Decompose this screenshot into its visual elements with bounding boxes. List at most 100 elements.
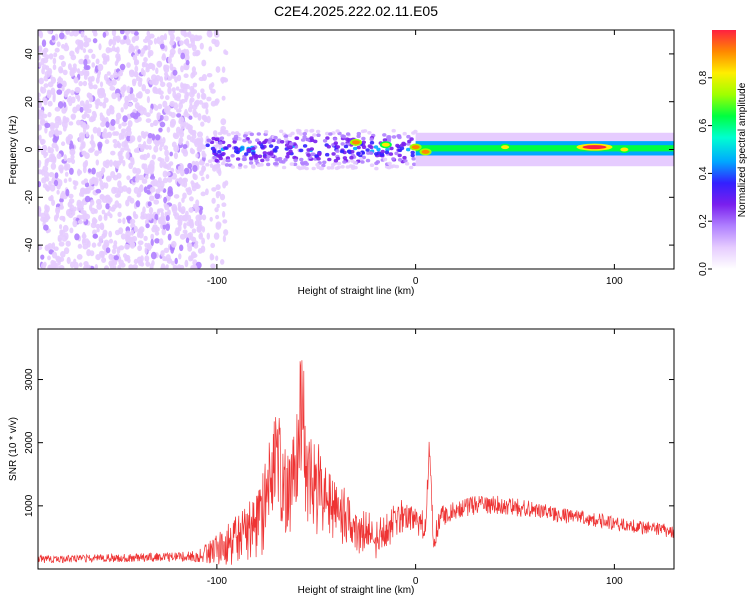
spectrogram-cell <box>77 168 81 177</box>
spectrogram-cell <box>191 185 197 192</box>
spectrogram-cell <box>55 129 59 137</box>
spectrogram-cell <box>65 188 70 197</box>
spectrogram-cell <box>127 120 133 128</box>
spectrogram-cell <box>83 178 89 184</box>
spectrogram-cell <box>183 223 187 229</box>
spectrogram-cell <box>108 253 114 260</box>
spectrogram-cell <box>177 214 184 222</box>
spectrogram-cell <box>135 76 141 82</box>
spectrogram-cell <box>159 158 165 163</box>
spectrogram-cell <box>160 43 165 50</box>
spectrogram-cell <box>68 193 74 199</box>
spectrogram-cell <box>81 114 87 120</box>
spectrogram-cell <box>411 157 416 161</box>
snr-background <box>38 329 674 569</box>
spectrogram-cell <box>215 164 221 168</box>
spectrogram-cell <box>188 115 193 120</box>
spectrogram-cell <box>176 92 182 99</box>
spectrogram-cell <box>51 35 56 41</box>
spectrogram-cell <box>46 91 52 99</box>
spectrogram-cell <box>190 264 197 269</box>
spectrogram-cell <box>170 33 175 41</box>
spectrogram-cell <box>126 175 131 181</box>
spectrogram-cell <box>111 92 117 100</box>
spectrogram-cell <box>394 151 399 156</box>
spectrogram-cell <box>44 161 49 167</box>
spectrogram-cell <box>129 135 136 143</box>
spectrogram-cell <box>41 145 47 152</box>
spectrogram-cell <box>213 232 220 240</box>
spectrogram-cell <box>222 210 226 218</box>
spectrogram-cell <box>104 139 110 145</box>
spectrogram-cell <box>72 220 78 228</box>
spectrogram-cell <box>211 136 216 141</box>
spectrogram-cell <box>315 129 321 134</box>
spectrogram-cell <box>133 225 138 233</box>
spectrogram-cell <box>61 60 66 68</box>
spectrogram-cell <box>216 203 220 209</box>
spectrogram-cell <box>149 159 155 167</box>
spectrogram-cell <box>79 106 84 113</box>
spectrogram-cell <box>235 157 241 161</box>
spectrogram-cell <box>268 144 274 148</box>
spectrogram-cell <box>143 57 148 63</box>
spectrogram-cell <box>322 160 327 165</box>
spectrogram-cell <box>160 250 165 257</box>
spectrogram-cell <box>395 143 400 148</box>
spectrogram-cell <box>200 121 205 127</box>
spectrogram-cell <box>163 247 170 253</box>
spectrogram-cell <box>155 134 161 141</box>
spectrogram-cell <box>274 158 279 162</box>
spectrogram-cell <box>356 134 361 139</box>
spectrogram-cell <box>142 70 146 77</box>
spectrogram-cell <box>55 255 61 261</box>
spectrogram-cell <box>180 208 186 215</box>
spectrogram-cell <box>96 171 100 178</box>
spectrogram-cell <box>69 50 75 57</box>
spectrogram-cell <box>132 167 138 174</box>
spectrogram-cell <box>38 109 42 117</box>
spectrogram-cell <box>61 85 65 92</box>
spectrogram-cell <box>52 57 57 65</box>
spectrogram-cell <box>350 166 356 170</box>
spectrogram-cell <box>51 142 58 149</box>
spectrogram-cell <box>402 131 407 136</box>
spectrogram-cell <box>99 112 104 118</box>
spectrogram-cell <box>89 178 94 186</box>
spectrogram-cell <box>178 102 184 110</box>
spectrogram-cell <box>311 166 316 171</box>
spectrogram-cell <box>399 146 405 151</box>
spectrogram-cell <box>251 154 257 158</box>
spectrogram-marks <box>38 30 674 269</box>
spectrogram-cell <box>201 150 206 156</box>
spectrogram-cell <box>98 214 103 222</box>
spectrogram-cell <box>184 108 188 116</box>
spectrogram-cell <box>218 156 223 161</box>
spectrogram-cell <box>144 255 150 262</box>
spectrogram-cell <box>411 131 416 135</box>
spectrogram-cell <box>69 261 75 269</box>
spectrogram-cell <box>40 254 45 260</box>
spectrogram-cell <box>148 145 152 150</box>
spectrogram-cell <box>120 130 126 138</box>
spectrogram-cell <box>249 156 254 160</box>
spectrogram-cell <box>200 191 206 197</box>
colorbar-tick-label: 0.0 <box>698 262 709 276</box>
spectrogram-cell <box>94 99 99 106</box>
spectrogram-cell <box>83 261 89 267</box>
spectrogram-cell <box>83 58 88 67</box>
spectrogram-cell <box>137 80 143 87</box>
spectrogram-cell <box>347 138 352 142</box>
spectrogram-cell <box>59 68 64 74</box>
spectrogram-cell <box>192 82 198 88</box>
spectrogram-cell <box>346 149 352 154</box>
spectrogram-cell <box>170 30 175 34</box>
spectrogram-cell <box>147 132 153 139</box>
spectrogram-cell <box>105 247 111 254</box>
spectrogram-y-axis-label: Frequency (Hz) <box>8 116 19 185</box>
spectrogram-peak-core <box>582 145 607 150</box>
spectrogram-cell <box>62 69 68 76</box>
spectrogram-cell <box>142 163 148 171</box>
spectrogram-cell <box>232 140 237 144</box>
spectrogram-cell <box>129 156 135 162</box>
